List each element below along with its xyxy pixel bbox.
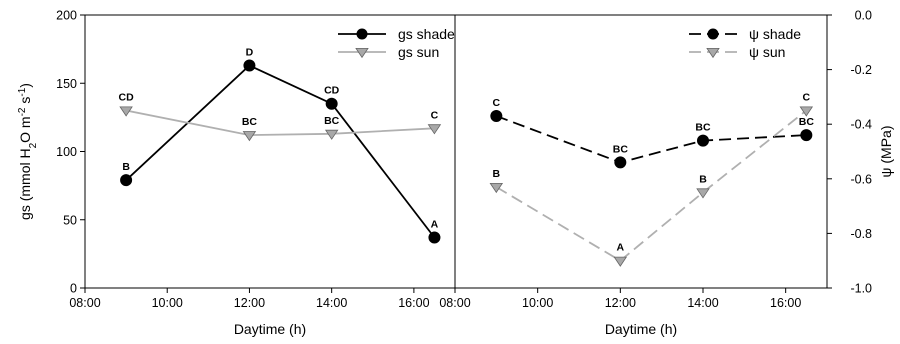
y-tick-label: -0.8 <box>850 227 872 241</box>
x-axis-title: Daytime (h) <box>234 321 306 337</box>
data-point-circle <box>428 231 441 244</box>
y-axis-title-part: ) <box>17 83 33 88</box>
x-tick-label: 14:00 <box>316 296 347 310</box>
data-point-circle <box>325 97 338 110</box>
significance-label: BC <box>695 122 711 134</box>
legend-label: ψ shade <box>749 26 801 42</box>
y-tick-label: -0.4 <box>850 118 872 132</box>
y-axis-title-part: -1 <box>17 87 28 96</box>
x-axis-title: Daytime (h) <box>605 321 677 337</box>
x-tick-label: 12:00 <box>234 296 265 310</box>
significance-label: CD <box>324 85 340 97</box>
significance-label: B <box>122 161 130 173</box>
significance-label: A <box>431 218 439 230</box>
series-line-2 <box>495 109 807 262</box>
series-line-2 <box>125 109 435 137</box>
data-point-triangle <box>242 131 257 142</box>
legend-marker-circle <box>356 28 368 40</box>
data-point-circle <box>490 110 503 123</box>
y-axis-title-part: O m <box>17 116 33 142</box>
significance-label: BC <box>799 116 815 128</box>
series-line-1 <box>495 115 807 164</box>
data-point-triangle <box>799 106 814 117</box>
y-tick-label: -0.2 <box>850 63 872 77</box>
significance-label: A <box>617 242 625 254</box>
y-tick-label: 0 <box>70 282 77 296</box>
data-point-circle <box>697 134 709 147</box>
data-point-triangle <box>489 182 504 194</box>
y-tick-label: 200 <box>56 9 77 23</box>
y-tick-label: 100 <box>56 145 77 159</box>
significance-label: B <box>699 173 707 185</box>
significance-label: C <box>803 92 811 104</box>
y-tick-label: -0.6 <box>850 172 872 186</box>
legend-label: gs sun <box>398 44 439 60</box>
plot-frame <box>454 14 828 289</box>
y-tick-label: 150 <box>56 77 77 91</box>
y-tick-label: 50 <box>63 213 77 227</box>
x-tick-label: 12:00 <box>605 296 636 310</box>
y-axis-title-part: -2 <box>17 107 28 116</box>
significance-label: BC <box>242 116 258 128</box>
legend-label: ψ sun <box>749 44 785 60</box>
panel-2: 08:00 10:00 12:00 14:00 16:00 0.0 -0.2 -0.4 -0.6… <box>439 9 894 338</box>
significance-label: B <box>493 168 501 180</box>
significance-label: CD <box>119 92 135 104</box>
x-tick-label: 08:00 <box>439 296 470 310</box>
legend-marker-circle <box>707 28 719 40</box>
y-tick-label: -1.0 <box>850 282 872 296</box>
y-axis-title: gs (mmol H2O m-2 s-1) <box>17 83 39 220</box>
y-axis-title-part: gs (mmol H <box>17 148 33 220</box>
data-point-circle <box>243 59 256 72</box>
x-tick-label: 10:00 <box>522 296 553 310</box>
y-tick-label: 0.0 <box>855 9 872 23</box>
significance-label: C <box>493 97 501 109</box>
legend-marker-triangle <box>706 48 720 59</box>
x-tick-label: 16:00 <box>770 296 801 310</box>
significance-label: BC <box>324 115 340 127</box>
x-tick-label: 10:00 <box>152 296 183 310</box>
significance-label: C <box>431 109 439 121</box>
y-axis-title: ψ (MPa) <box>878 126 894 178</box>
data-point-circle <box>120 174 133 187</box>
data-point-triangle <box>696 188 710 199</box>
legend-label: gs shade <box>398 26 455 42</box>
data-point-triangle <box>119 106 133 117</box>
y-axis-title-part: 2 <box>28 142 39 148</box>
data-point-triangle <box>427 124 442 135</box>
x-tick-label: 14:00 <box>687 296 718 310</box>
significance-label: BC <box>613 143 629 155</box>
x-tick-label: 08:00 <box>69 296 100 310</box>
legend-marker-triangle <box>355 48 369 59</box>
panel-1: 08:00 10:00 12:00 14:00 16:00 0 50 100 150 200 Day… <box>17 9 456 337</box>
significance-label: D <box>246 47 254 59</box>
data-point-circle <box>800 129 813 142</box>
x-tick-label: 16:00 <box>398 296 429 310</box>
data-point-triangle <box>324 129 339 140</box>
data-point-circle <box>614 156 627 169</box>
data-point-triangle <box>613 256 628 267</box>
series-line-1 <box>125 64 436 239</box>
y-axis-title-part: s <box>17 97 33 108</box>
